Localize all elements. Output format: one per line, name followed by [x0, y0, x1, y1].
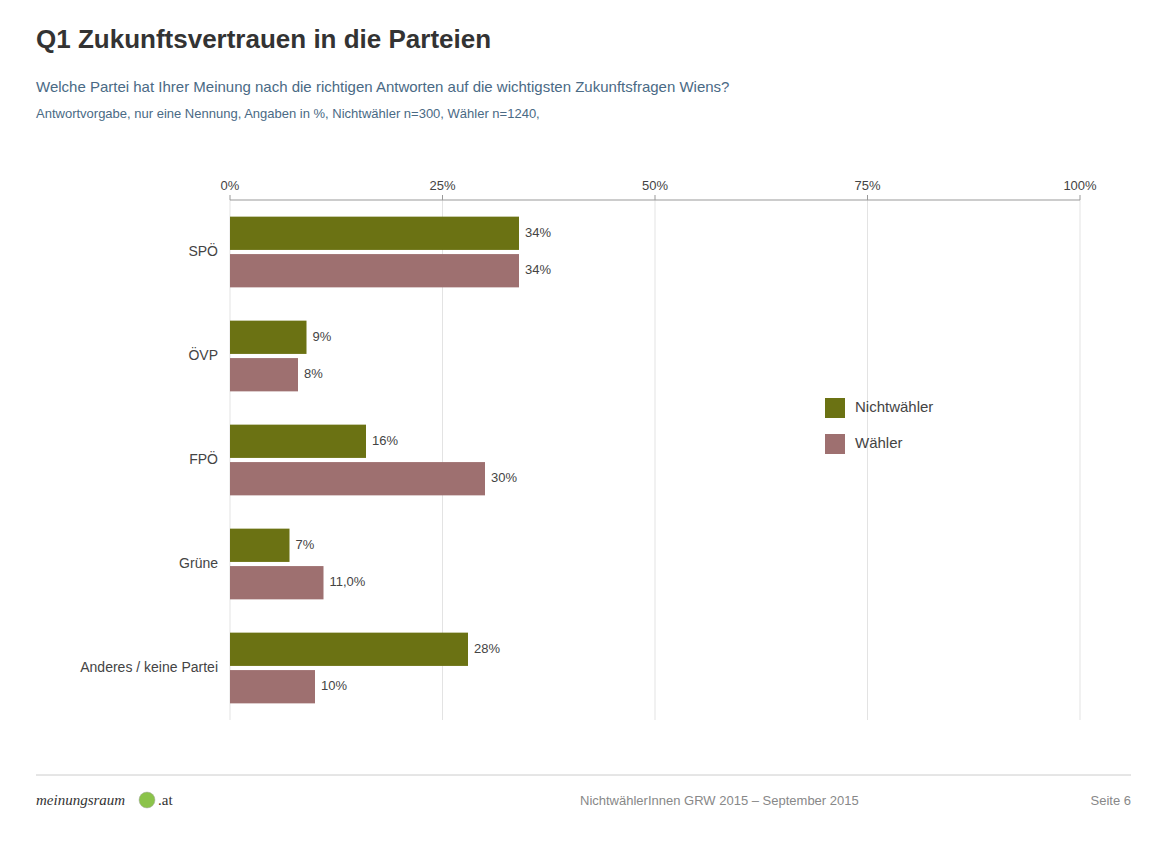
- title: Q1 Zukunftsvertrauen in die Parteien: [36, 24, 491, 54]
- bars: [230, 217, 519, 704]
- grid-line: [655, 200, 656, 720]
- tick-label: 50%: [642, 178, 668, 193]
- data-label: 34%: [525, 225, 551, 240]
- tick-mark: [230, 195, 231, 200]
- bar: [230, 633, 468, 666]
- bar: [230, 358, 298, 391]
- category-label: FPÖ: [189, 450, 218, 467]
- legend-swatch: [825, 434, 845, 454]
- bar: [230, 254, 519, 287]
- tick-label: 75%: [854, 178, 880, 193]
- bar: [230, 321, 307, 354]
- footer: meinungsraum .at NichtwählerInnen GRW 2015…: [36, 792, 1131, 808]
- tick-label: 100%: [1063, 178, 1097, 193]
- subtitle-note: Antwortvorgabe, nur eine Nennung, Angabe…: [36, 106, 540, 121]
- tick-mark: [655, 195, 656, 200]
- legend-label: Wähler: [855, 434, 903, 451]
- data-label: 28%: [474, 641, 500, 656]
- bar: [230, 670, 315, 703]
- footer-separator: [36, 775, 1131, 776]
- data-labels: 34% 34% 9% 8% 16% 30% 7% 11,0% 28% 10%: [296, 225, 552, 693]
- data-label: 34%: [525, 262, 551, 277]
- legend-swatch: [825, 398, 845, 418]
- data-label: 30%: [491, 470, 517, 485]
- category-label: SPÖ: [188, 242, 218, 259]
- grid-line: [1080, 200, 1081, 720]
- category-label: Grüne: [179, 555, 218, 571]
- bar: [230, 529, 290, 562]
- category-label: ÖVP: [188, 346, 218, 363]
- y-axis: SPÖ ÖVP FPÖ Grüne Anderes / keine Partei: [80, 242, 218, 675]
- footer-brand: meinungsraum: [36, 792, 125, 808]
- tick-label: 25%: [429, 178, 455, 193]
- footer-domain: .at: [158, 792, 173, 808]
- chart: Q1 Zukunftsvertrauen in die Parteien Welc…: [0, 0, 1167, 861]
- category-label: Anderes / keine Partei: [80, 659, 218, 675]
- legend-label: Nichtwähler: [855, 398, 933, 415]
- bar: [230, 425, 366, 458]
- subtitle: Welche Partei hat Ihrer Meinung nach die…: [36, 78, 729, 95]
- data-label: 7%: [296, 537, 315, 552]
- grid-line: [867, 200, 868, 720]
- grid: [230, 200, 1080, 720]
- footer-text: NichtwählerInnen GRW 2015 – September 20…: [580, 793, 859, 808]
- tick-mark: [442, 195, 443, 200]
- tick-mark: [867, 195, 868, 200]
- data-label: 8%: [304, 366, 323, 381]
- bar: [230, 217, 519, 250]
- data-label: 11,0%: [330, 574, 366, 589]
- data-label: 10%: [321, 678, 347, 693]
- x-axis: 0% 25% 50% 75% 100%: [221, 178, 1097, 200]
- tick-mark: [1080, 195, 1081, 200]
- legend: Nichtwähler Wähler: [825, 398, 933, 454]
- footer-logo-icon: [139, 792, 155, 808]
- data-label: 16%: [372, 433, 398, 448]
- bar: [230, 566, 324, 599]
- data-label: 9%: [313, 329, 332, 344]
- footer-page: Seite 6: [1091, 793, 1131, 808]
- axis-line: [230, 200, 1080, 201]
- tick-label: 0%: [221, 178, 240, 193]
- bar: [230, 462, 485, 495]
